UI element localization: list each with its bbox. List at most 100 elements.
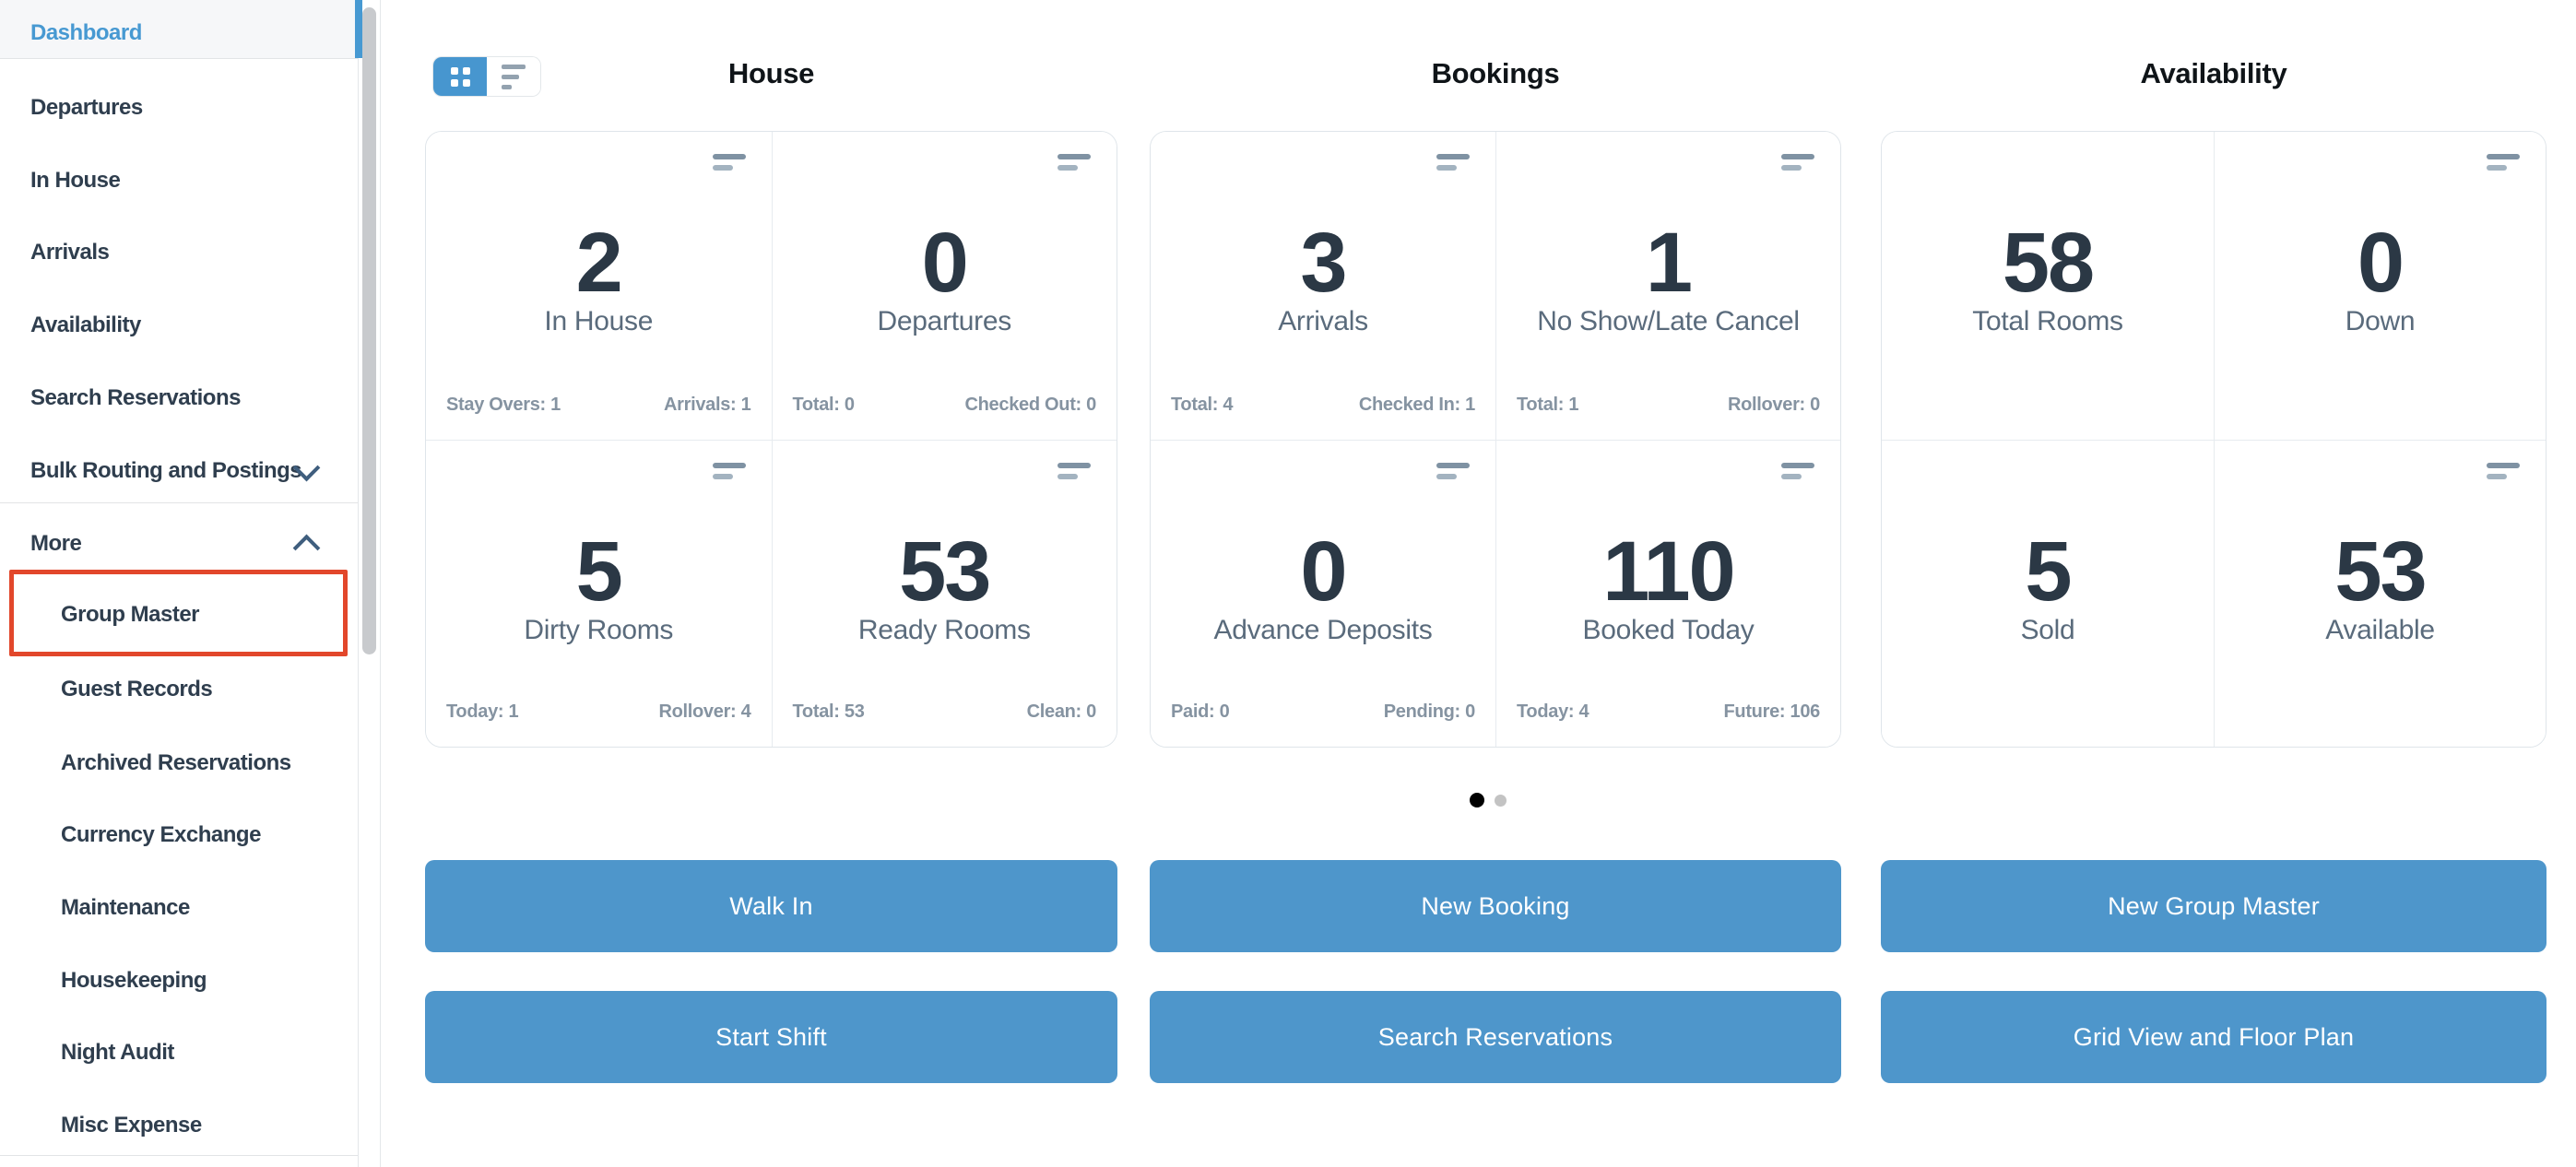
- card-value: 3: [1300, 216, 1347, 310]
- active-item-background: [0, 0, 359, 58]
- chevron-up-icon[interactable]: [292, 534, 321, 562]
- card-value: 0: [1300, 524, 1347, 619]
- card-arrivals[interactable]: 3 Arrivals Total: 4 Checked In: 1: [1151, 132, 1495, 440]
- stat-pending: Pending: 0: [1383, 701, 1476, 722]
- card-menu-icon[interactable]: [712, 154, 746, 171]
- grid-view-and-floor-plan-button[interactable]: Grid View and Floor Plan: [1881, 991, 2546, 1083]
- sidebar-item-search-reservations[interactable]: Search Reservations: [30, 385, 241, 410]
- stat-stay-overs: Stay Overs: 1: [446, 394, 561, 415]
- card-value: 5: [575, 524, 623, 619]
- card-menu-icon[interactable]: [1058, 462, 1091, 479]
- stat-total: Total: 4: [1171, 394, 1234, 415]
- card-label: Total Rooms: [1972, 306, 2123, 336]
- list-view-icon: [502, 64, 526, 89]
- card-value: 5: [2025, 524, 2072, 619]
- card-menu-icon[interactable]: [1781, 462, 1814, 479]
- card-total-rooms[interactable]: 58 Total Rooms: [1882, 132, 2214, 440]
- stat-total: Total: 1: [1517, 394, 1579, 415]
- sidebar-item-group-master[interactable]: Group Master: [61, 602, 200, 627]
- card-label: Advance Deposits: [1213, 614, 1433, 645]
- sidebar-item-dashboard[interactable]: Dashboard: [30, 20, 142, 45]
- availability-card-group: 58 Total Rooms 0 Down 5 Sold 53 Available: [1881, 131, 2546, 748]
- stat-total: Total: 53: [792, 701, 865, 722]
- sidebar-item-arrivals[interactable]: Arrivals: [30, 240, 110, 265]
- card-value: 58: [2002, 216, 2095, 310]
- walk-in-button[interactable]: Walk In: [425, 860, 1117, 952]
- card-menu-icon[interactable]: [1058, 154, 1091, 171]
- grid-view-icon: [450, 66, 470, 87]
- sidebar-item-bulk-routing-and-postings[interactable]: Bulk Routing and Postings: [30, 458, 302, 483]
- card-value: 0: [921, 216, 969, 310]
- card-booked-today[interactable]: 110 Booked Today Today: 4 Future: 106: [1495, 439, 1840, 747]
- card-label: In House: [544, 306, 654, 336]
- new-booking-button[interactable]: New Booking: [1150, 860, 1841, 952]
- sidebar-divider: [0, 58, 359, 59]
- sidebar-item-in-house[interactable]: In House: [30, 168, 121, 193]
- sidebar-scroll-track-border: [380, 0, 381, 1167]
- bookings-card-group: 3 Arrivals Total: 4 Checked In: 1 1 No Show/L…: [1150, 131, 1841, 748]
- card-down[interactable]: 0 Down: [2214, 132, 2546, 440]
- card-departures[interactable]: 0 Departures Total: 0 Checked Out: 0: [771, 132, 1117, 440]
- card-stats: Total: 1 Rollover: 0: [1517, 395, 1820, 416]
- stat-checked-out: Checked Out: 0: [964, 394, 1097, 415]
- card-menu-icon[interactable]: [1781, 154, 1814, 171]
- sidebar-item-archived-reservations[interactable]: Archived Reservations: [61, 750, 291, 775]
- card-stats: Today: 4 Future: 106: [1517, 701, 1820, 723]
- card-label: Departures: [877, 306, 1012, 336]
- sidebar-item-availability[interactable]: Availability: [30, 312, 141, 337]
- sidebar-item-misc-expense[interactable]: Misc Expense: [61, 1113, 202, 1138]
- stat-checked-in: Checked In: 1: [1358, 394, 1475, 415]
- card-in-house[interactable]: 2 In House Stay Overs: 1 Arrivals: 1: [426, 132, 772, 440]
- stat-arrivals: Arrivals: 1: [663, 394, 751, 415]
- card-sold[interactable]: 5 Sold: [1882, 439, 2214, 747]
- sidebar-item-night-audit[interactable]: Night Audit: [61, 1040, 174, 1065]
- sidebar-scrollbar[interactable]: [362, 7, 376, 654]
- sidebar-item-maintenance[interactable]: Maintenance: [61, 895, 190, 920]
- new-group-master-button[interactable]: New Group Master: [1881, 860, 2546, 952]
- sidebar-item-housekeeping[interactable]: Housekeeping: [61, 968, 207, 993]
- list-view-button[interactable]: [487, 57, 540, 96]
- view-toggle: [433, 57, 540, 96]
- card-stats: Paid: 0 Pending: 0: [1171, 701, 1475, 723]
- house-card-group: 2 In House Stay Overs: 1 Arrivals: 1 0 Depart…: [425, 131, 1117, 748]
- card-menu-icon[interactable]: [712, 462, 746, 479]
- sidebar-item-currency-exchange[interactable]: Currency Exchange: [61, 822, 261, 847]
- card-no-show-late-cancel[interactable]: 1 No Show/Late Cancel Total: 1 Rollover: 0: [1495, 132, 1840, 440]
- sidebar: Dashboard Departures In House Arrivals Avail…: [0, 0, 381, 1167]
- card-label: Ready Rooms: [857, 614, 1031, 645]
- carousel-dot-2[interactable]: [1495, 794, 1507, 807]
- card-advance-deposits[interactable]: 0 Advance Deposits Paid: 0 Pending: 0: [1151, 439, 1495, 747]
- card-menu-icon[interactable]: [1436, 154, 1470, 171]
- card-value: 53: [899, 524, 991, 619]
- sidebar-item-guest-records[interactable]: Guest Records: [61, 677, 213, 701]
- sidebar-item-more[interactable]: More: [30, 531, 82, 556]
- card-value: 2: [575, 216, 623, 310]
- card-menu-icon[interactable]: [1436, 462, 1470, 479]
- column-title-house: House: [727, 57, 815, 89]
- card-label: Sold: [2020, 614, 2075, 645]
- carousel-dot-1-active[interactable]: [1470, 793, 1484, 807]
- card-menu-icon[interactable]: [2487, 462, 2520, 479]
- card-stats: Stay Overs: 1 Arrivals: 1: [446, 395, 751, 416]
- grid-view-button[interactable]: [433, 57, 487, 96]
- start-shift-button[interactable]: Start Shift: [425, 991, 1117, 1083]
- card-menu-icon[interactable]: [2487, 154, 2520, 171]
- card-dirty-rooms[interactable]: 5 Dirty Rooms Today: 1 Rollover: 4: [426, 439, 772, 747]
- card-value: 0: [2357, 216, 2405, 310]
- active-item-indicator: [355, 0, 362, 58]
- card-available[interactable]: 53 Available: [2214, 439, 2546, 747]
- card-label: Booked Today: [1582, 614, 1755, 645]
- card-label: Dirty Rooms: [524, 614, 674, 645]
- search-reservations-button[interactable]: Search Reservations: [1150, 991, 1841, 1083]
- stat-future: Future: 106: [1723, 701, 1820, 722]
- stat-paid: Paid: 0: [1171, 701, 1230, 722]
- card-stats: Today: 1 Rollover: 4: [446, 701, 751, 723]
- card-ready-rooms[interactable]: 53 Ready Rooms Total: 53 Clean: 0: [771, 439, 1117, 747]
- sidebar-divider: [0, 502, 359, 503]
- sidebar-item-departures[interactable]: Departures: [30, 95, 143, 120]
- stat-clean: Clean: 0: [1026, 701, 1097, 722]
- card-value: 1: [1645, 216, 1693, 310]
- card-stats: Total: 53 Clean: 0: [793, 701, 1097, 723]
- card-value: 53: [2334, 524, 2427, 619]
